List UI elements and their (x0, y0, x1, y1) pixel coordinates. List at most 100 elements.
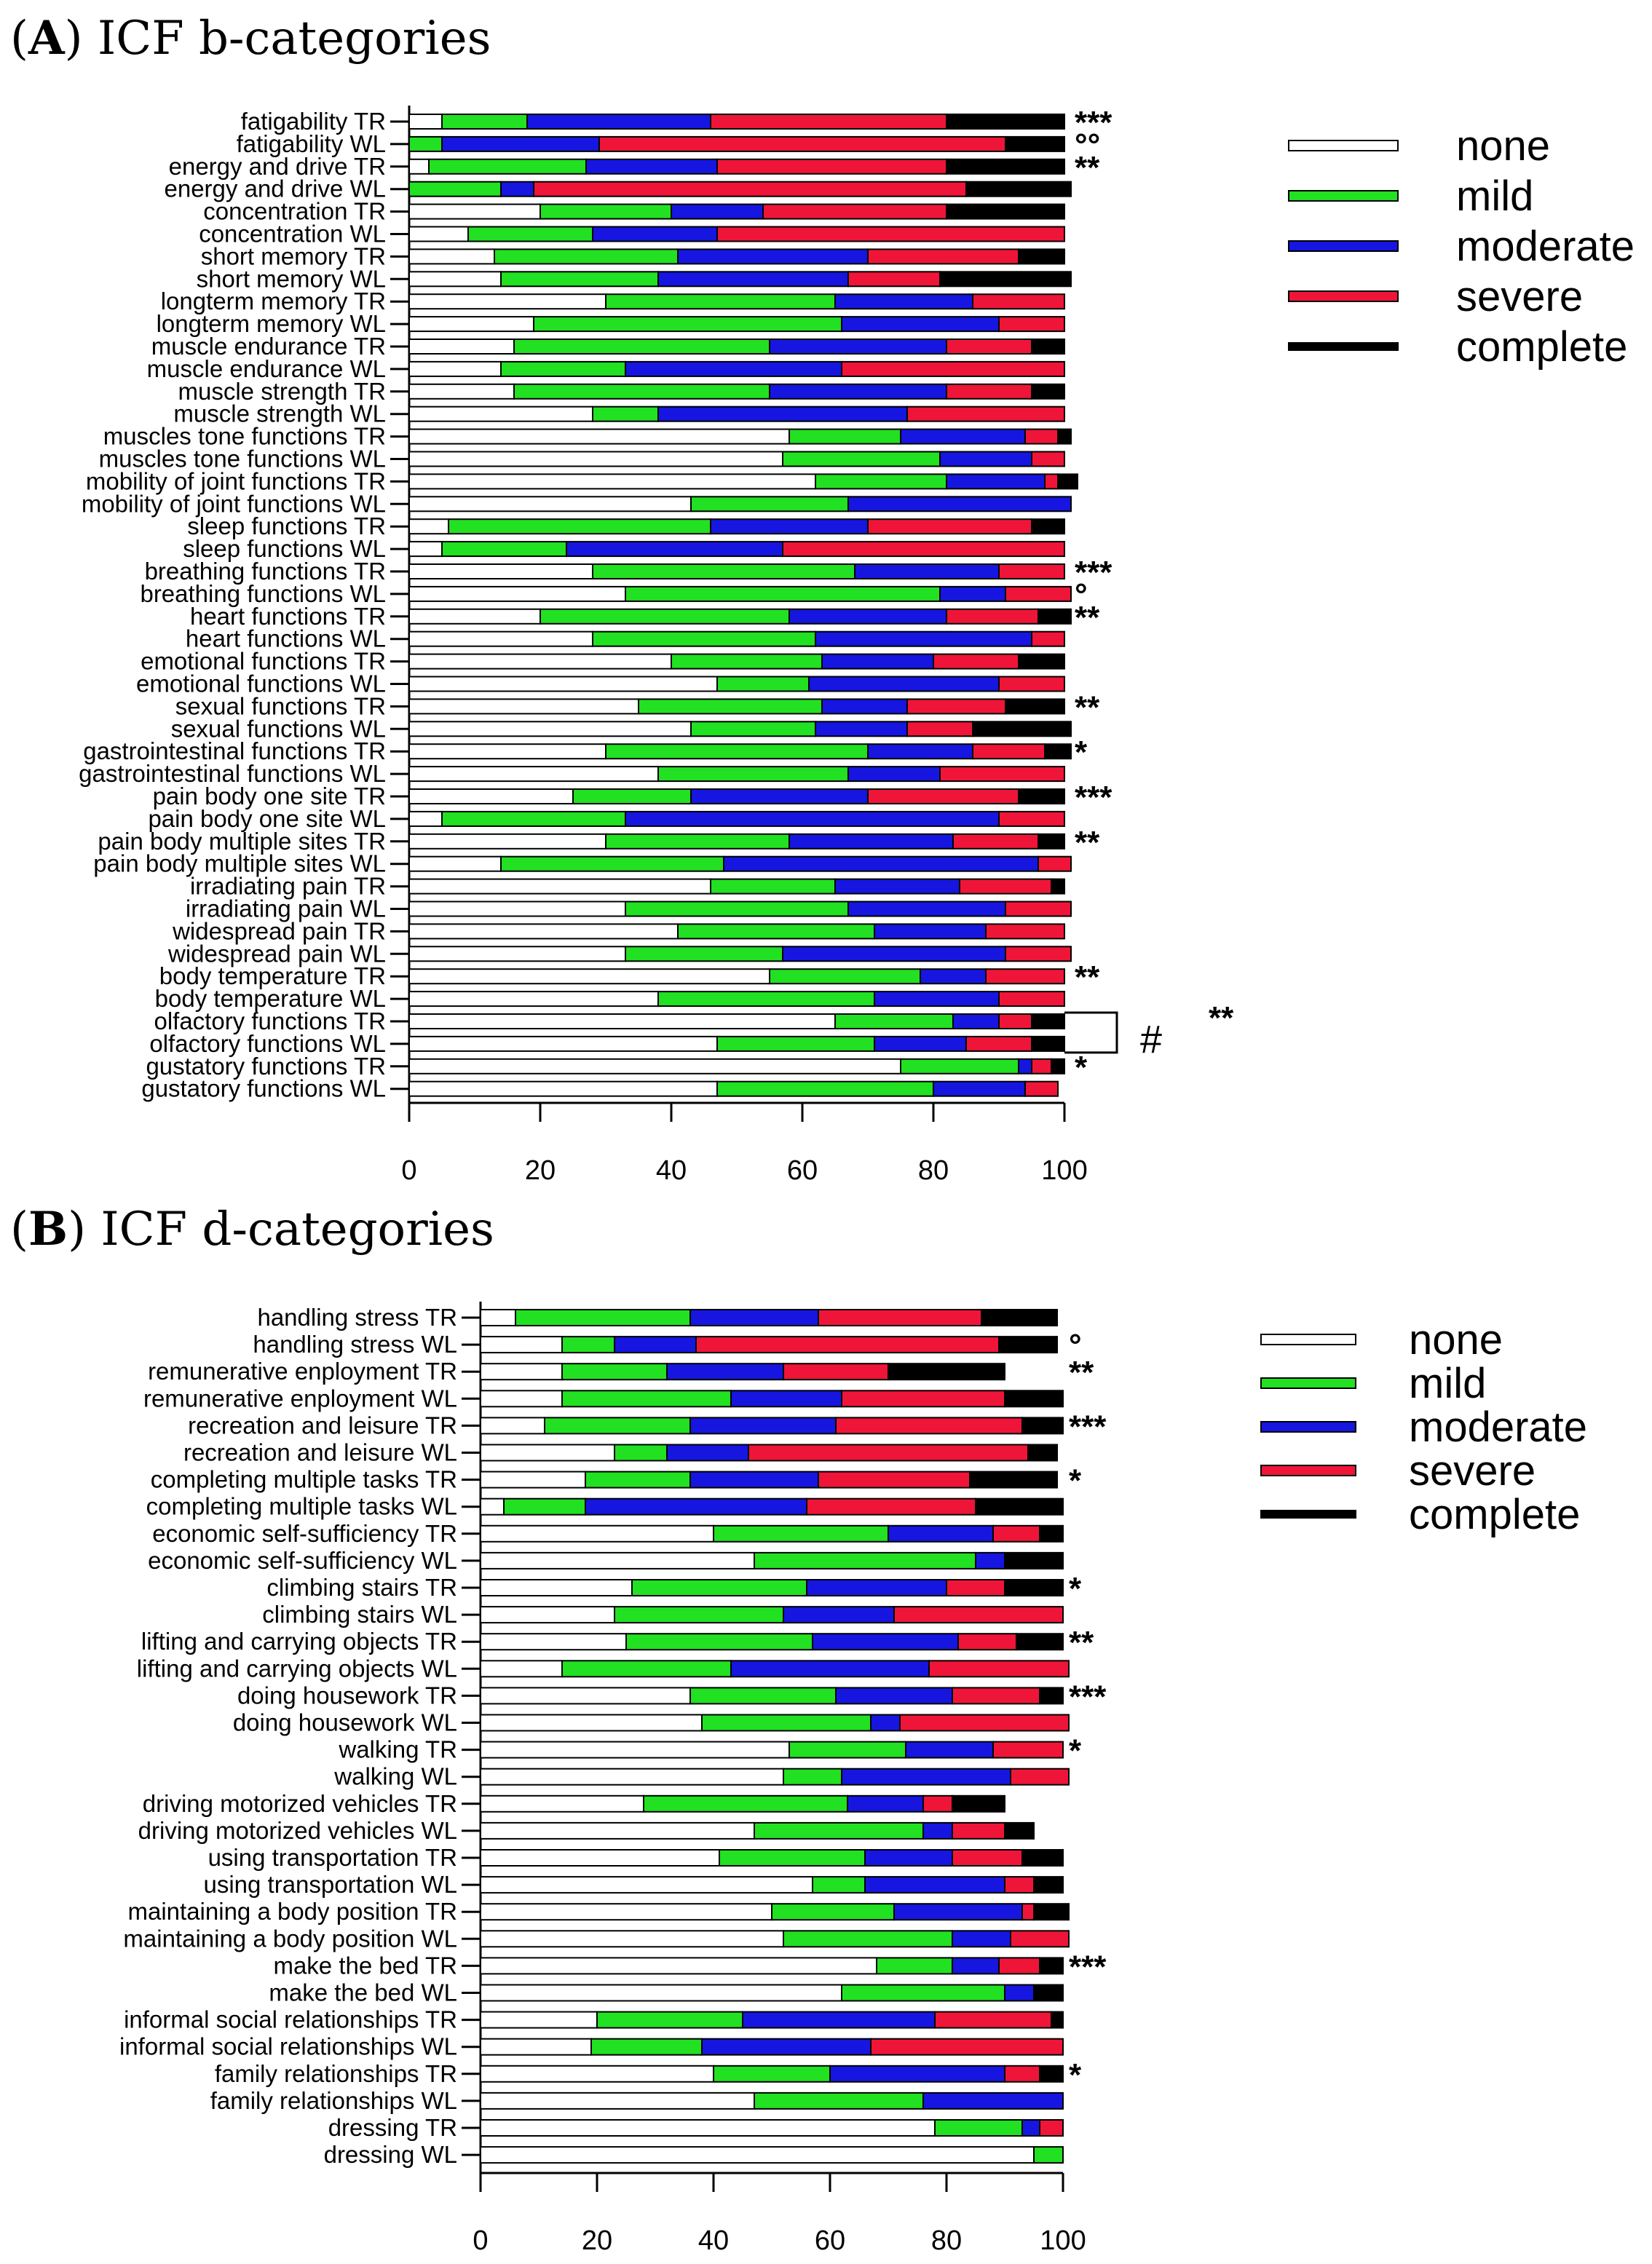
bar-segment-moderate (821, 653, 934, 670)
bar-row: fatigability TR *** (241, 105, 1113, 140)
significance-marker: * (1075, 735, 1088, 770)
legend-swatch-complete (1288, 342, 1399, 351)
bar-row: muscle endurance TR (151, 333, 1065, 360)
bar-segment-none (480, 1687, 691, 1705)
bar-segment-mild (716, 1080, 934, 1097)
bar-segment-moderate (933, 1080, 1026, 1097)
legend-label-severe: severe (1456, 273, 1583, 320)
chart-title-part: ( (10, 12, 28, 66)
bar-segment-complete (965, 181, 1072, 197)
bar-segment-none (408, 1058, 901, 1074)
bar-row: maintaining a body position TR (128, 1898, 1070, 1925)
bar-segment-severe (893, 1606, 1064, 1624)
bar-segment-mild (789, 1741, 906, 1759)
bar-segment-moderate (690, 788, 869, 804)
bar-segment-moderate (922, 2091, 1064, 2110)
bar-segment-complete (1033, 1903, 1070, 1921)
bar-segment-severe (806, 1497, 976, 1516)
category-label: make the bed TR (273, 1952, 457, 1979)
legend-swatch-none (1288, 140, 1399, 151)
bar-segment-complete (952, 1794, 1005, 1813)
bar-segment-mild (408, 135, 443, 152)
bar-segment-mild (625, 1633, 813, 1651)
bar-segment-moderate (893, 1903, 1023, 1921)
bar-segment-complete (1004, 1390, 1064, 1408)
bar-segment-severe (952, 1849, 1023, 1867)
bar-segment-none (480, 1768, 784, 1786)
category-label: mobility of joint functions WL (82, 490, 386, 517)
bar-segment-mild (657, 766, 849, 783)
bar-row: make the bed TR *** (273, 1949, 1107, 1984)
bar-segment-severe (1004, 2065, 1040, 2083)
bar-row: gustatory functions TR * (146, 1050, 1088, 1085)
legend-label-none: none (1456, 122, 1550, 170)
bar-row: economic self-sufficiency WL (148, 1547, 1064, 1574)
bar-segment-mild (690, 721, 816, 737)
bar-segment-none (408, 563, 593, 579)
bar-segment-mild (789, 428, 901, 445)
bar-segment-complete (1018, 248, 1065, 265)
significance-marker: ** (1069, 1625, 1094, 1661)
category-label: energy and drive WL (165, 175, 387, 202)
bar-segment-complete (946, 203, 1065, 220)
category-label: olfactory functions WL (149, 1030, 386, 1057)
bar-segment-moderate (625, 360, 842, 377)
bar-segment-moderate (864, 1849, 953, 1867)
bar-segment-severe (998, 1013, 1032, 1029)
bar-segment-mild (408, 181, 502, 197)
bar-segment-none (408, 968, 770, 985)
bar-row: concentration TR (203, 198, 1065, 225)
bar-segment-severe (1031, 1058, 1052, 1074)
significance-marker: * (1069, 1733, 1082, 1769)
bar-segment-complete (1018, 653, 1065, 670)
significance-marker: *** (1069, 1409, 1107, 1444)
bar-segment-mild (494, 248, 679, 265)
bar-segment-moderate (500, 181, 534, 197)
bar-segment-mild (782, 451, 941, 467)
bar-segment-mild (783, 1768, 842, 1786)
bar-segment-none (480, 1336, 563, 1354)
bar-segment-mild (716, 676, 810, 692)
bar-segment-none (408, 316, 534, 333)
bar-row: gustatory functions WL (141, 1075, 1059, 1102)
bar-segment-none (480, 1903, 772, 1921)
bar-segment-moderate (867, 743, 973, 760)
bar-segment-mild (467, 226, 593, 242)
bar-row: breathing functions TR *** (145, 555, 1113, 590)
bar-segment-none (408, 451, 783, 467)
bar-segment-moderate (677, 248, 869, 265)
legend-label-complete: complete (1409, 1491, 1580, 1538)
bar-segment-severe (1044, 473, 1059, 490)
bar-segment-none (408, 158, 430, 175)
category-label: short memory TR (201, 242, 386, 269)
bar-segment-severe (1010, 1930, 1070, 1948)
bar-segment-moderate (952, 1957, 1000, 1975)
bar-segment-none (480, 1984, 842, 2002)
bar-segment-mild (441, 114, 528, 130)
bar-segment-complete (972, 721, 1072, 737)
bar-segment-mild (690, 496, 849, 512)
bar-segment-none (480, 1794, 644, 1813)
legend-swatch-moderate (1288, 240, 1399, 252)
bar-segment-moderate (952, 1013, 1000, 1029)
bar-row: muscle strength TR (178, 378, 1065, 405)
bar-segment-none (408, 473, 816, 490)
category-label: breathing functions WL (140, 580, 386, 607)
significance-marker: ° (1069, 1328, 1082, 1363)
bar-segment-none (408, 608, 541, 625)
category-label: longterm memory WL (157, 310, 386, 337)
bar-segment-mild (643, 1794, 848, 1813)
panel-b: (B) ICF d-categories handling stress TRha… (10, 1202, 1587, 2256)
bar-segment-none (480, 1741, 790, 1759)
bar-segment-moderate (847, 1794, 924, 1813)
bar-segment-moderate (1004, 1984, 1035, 2002)
category-label: muscles tone functions TR (103, 423, 386, 450)
significance-marker: °° (1075, 127, 1100, 163)
bar-segment-moderate (782, 946, 1006, 962)
bar-segment-mild (428, 158, 587, 175)
bar-segment-severe (870, 2038, 1064, 2056)
chart-title-part: ) ICF d-categories (68, 1203, 494, 1256)
bar-segment-severe (998, 810, 1065, 827)
legend-label-mild: mild (1409, 1360, 1486, 1407)
bar-segment-moderate (666, 1444, 749, 1462)
